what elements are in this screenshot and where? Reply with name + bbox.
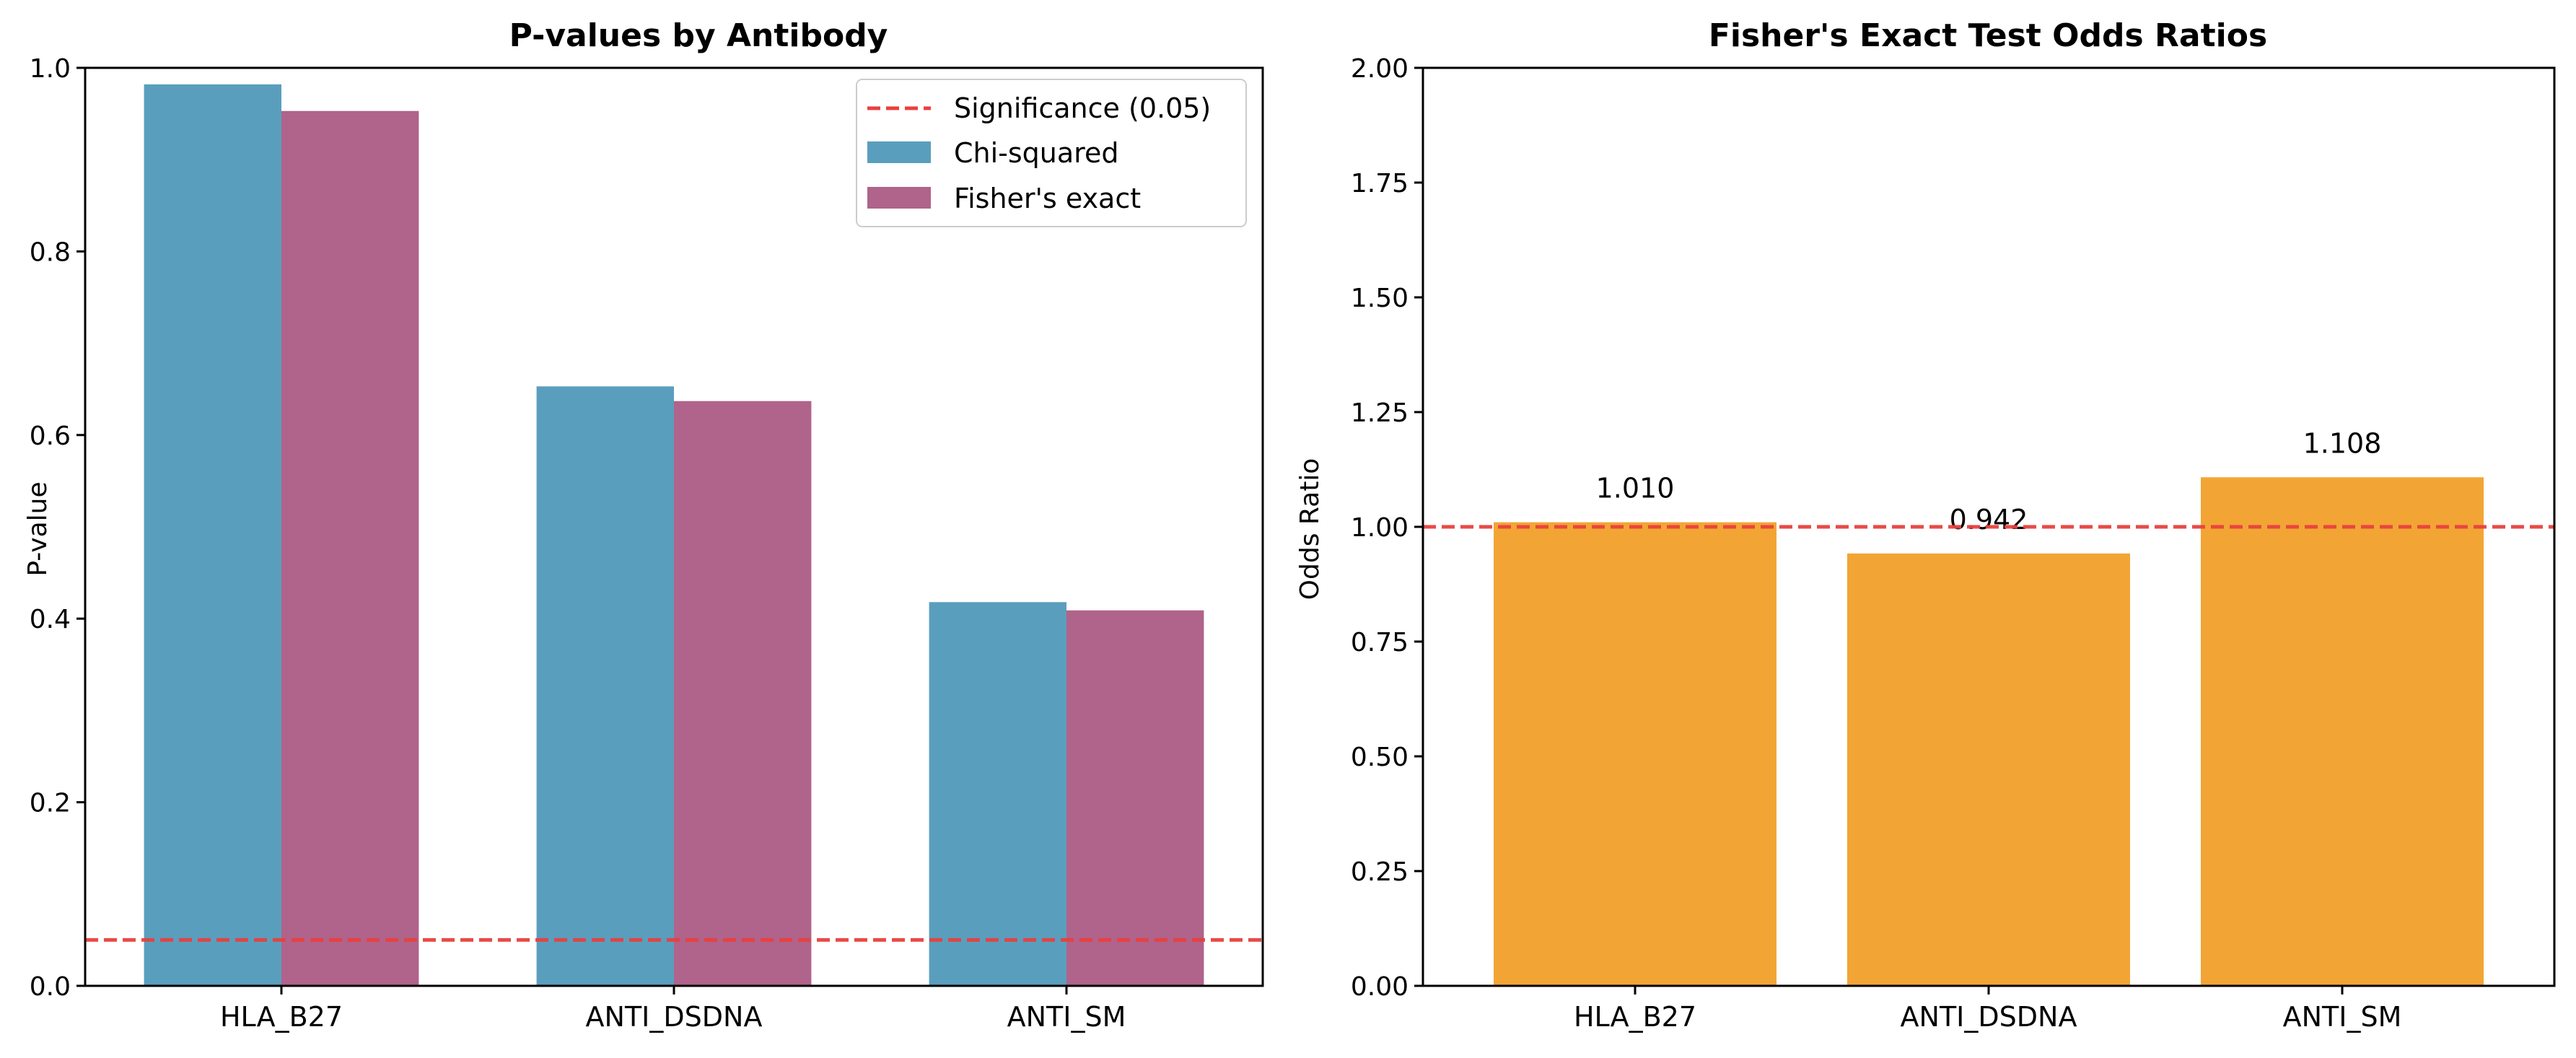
pvalue-chart-title: P-values by Antibody xyxy=(509,17,888,54)
y-tick-label: 0.0 xyxy=(30,972,71,1002)
bar-odds-ratio-hla-b27 xyxy=(1494,522,1777,986)
bar-chi-squared-hla-b27 xyxy=(144,84,281,986)
x-tick-label-hla-b27: HLA_B27 xyxy=(220,1001,343,1033)
y-tick-label: 0.75 xyxy=(1351,628,1409,657)
x-tick-label-anti-sm: ANTI_SM xyxy=(2283,1001,2402,1033)
odds-ratio-chart-bars xyxy=(1494,477,2484,986)
y-tick-label: 1.75 xyxy=(1351,169,1409,198)
y-tick-label: 1.0 xyxy=(30,54,71,84)
bar-chi-squared-anti-dsdna xyxy=(536,386,674,986)
pvalue-chart-y-ticks: 0.0 0.2 0.4 0.6 0.8 1.0 xyxy=(30,54,85,1002)
odds-ratio-chart-title: Fisher's Exact Test Odds Ratios xyxy=(1709,17,2267,54)
y-tick-label: 0.25 xyxy=(1351,857,1409,887)
legend-chi-squared-label: Chi-squared xyxy=(954,137,1118,169)
odds-ratio-chart: Fisher's Exact Test Odds Ratios Odds Rat… xyxy=(1295,17,2556,1033)
y-tick-label: 0.8 xyxy=(30,237,71,267)
bar-fisher-s-exact-hla-b27 xyxy=(281,110,419,987)
legend-fishers-exact-swatch xyxy=(867,187,931,209)
data-label-hla-b27: 1.010 xyxy=(1596,473,1675,504)
pvalue-chart-frame xyxy=(84,66,1264,987)
y-tick-label: 1.00 xyxy=(1351,513,1409,543)
x-tick-label-hla-b27: HLA_B27 xyxy=(1574,1001,1696,1033)
y-tick-label: 0.00 xyxy=(1351,972,1409,1002)
data-label-anti-sm: 1.108 xyxy=(2303,427,2382,459)
bar-fisher-s-exact-anti-sm xyxy=(1066,610,1204,986)
y-tick-label: 0.50 xyxy=(1351,743,1409,772)
bar-odds-ratio-anti-sm xyxy=(2201,477,2484,986)
odds-ratio-chart-x-ticks: HLA_B27 ANTI_DSDNA ANTI_SM xyxy=(1574,986,2401,1033)
legend-box xyxy=(856,79,1247,227)
y-tick-label: 1.50 xyxy=(1351,284,1409,313)
odds-ratio-chart-y-ticks: 0.00 0.25 0.50 0.75 1.00 1.25 1.50 1.75 2.00 xyxy=(1351,54,1423,1002)
pvalue-chart-x-ticks: HLA_B27 ANTI_DSDNA ANTI_SM xyxy=(220,986,1126,1033)
y-tick-label: 0.4 xyxy=(30,605,71,634)
x-tick-label-anti-dsdna: ANTI_DSDNA xyxy=(1901,1001,2077,1033)
bar-fisher-s-exact-anti-dsdna xyxy=(674,401,812,986)
y-tick-label: 0.6 xyxy=(30,421,71,451)
y-tick-label: 2.00 xyxy=(1351,54,1409,84)
odds-ratio-chart-y-axis-label: Odds Ratio xyxy=(1295,458,1325,600)
x-tick-label-anti-sm: ANTI_SM xyxy=(1007,1001,1126,1033)
pvalue-chart: P-values by Antibody P-value 0.00.20.40.… xyxy=(23,17,1264,1033)
legend-chi-squared-swatch xyxy=(867,141,931,163)
legend-fishers-exact-label: Fisher's exact xyxy=(954,183,1141,214)
pvalue-chart-legend: Significance (0.05) Chi-squared Fisher's… xyxy=(856,79,1247,227)
bar-odds-ratio-anti-dsdna xyxy=(1847,553,2130,986)
odds-ratio-chart-frame xyxy=(1421,66,2556,987)
bar-chi-squared-anti-sm xyxy=(929,602,1066,986)
odds-ratio-chart-data-labels: 1.010 0.942 1.108 xyxy=(1596,427,2382,535)
y-tick-label: 0.2 xyxy=(30,789,71,818)
legend-significance-label: Significance (0.05) xyxy=(954,92,1211,124)
pvalue-chart-bars xyxy=(144,84,1204,987)
pvalue-chart-y-axis-label: P-value xyxy=(23,481,53,576)
x-tick-label-anti-dsdna: ANTI_DSDNA xyxy=(586,1001,763,1033)
y-tick-label: 1.25 xyxy=(1351,398,1409,428)
data-label-anti-dsdna: 0.942 xyxy=(1950,504,2028,535)
